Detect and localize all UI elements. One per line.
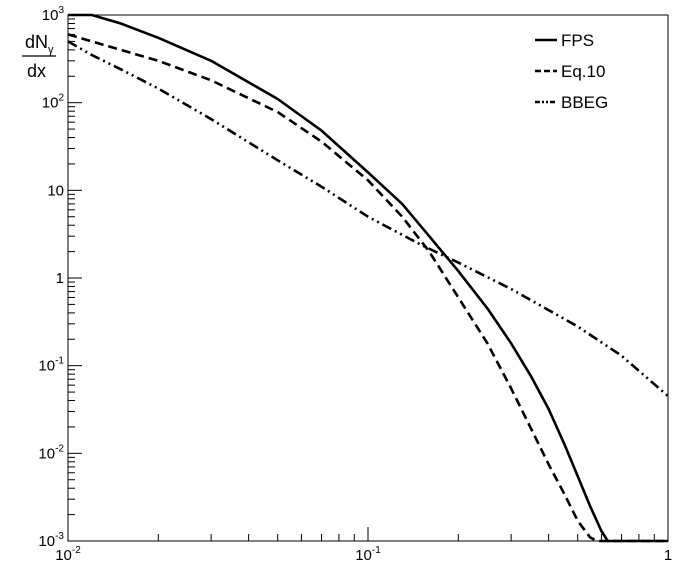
- y-tick-label: 103: [42, 5, 65, 24]
- x-tick-label: 10-1: [355, 545, 381, 564]
- series-line-fps: [68, 13, 668, 543]
- x-tick-label: 10-2: [55, 545, 81, 564]
- legend-label: BBEG: [561, 93, 608, 112]
- y-tick-label: 10-3: [38, 531, 64, 550]
- y-tick-label: 10-2: [38, 443, 64, 462]
- y-axis-label-subscript: γ: [48, 44, 54, 56]
- legend-label: FPS: [561, 31, 594, 50]
- y-tick-label: 10: [47, 182, 64, 199]
- series-layer: [67, 13, 669, 543]
- y-tick-label: 10-1: [38, 356, 64, 375]
- series-line-bbeg: [67, 40, 669, 398]
- legend-label: Eq.10: [561, 62, 605, 81]
- svg-text:dNγ: dNγ: [25, 32, 54, 56]
- y-tick-label: 102: [42, 93, 65, 112]
- series-line-eq-10: [67, 33, 668, 543]
- legend: FPS Eq.10 BBEG: [535, 31, 608, 112]
- y-axis-label-denominator: dx: [27, 61, 46, 81]
- y-axis-label-main: dN: [25, 32, 48, 52]
- y-tick-label: 1: [56, 270, 64, 287]
- y-axis-label: dNγ dx: [22, 32, 56, 81]
- x-tick-label: 1: [664, 547, 672, 564]
